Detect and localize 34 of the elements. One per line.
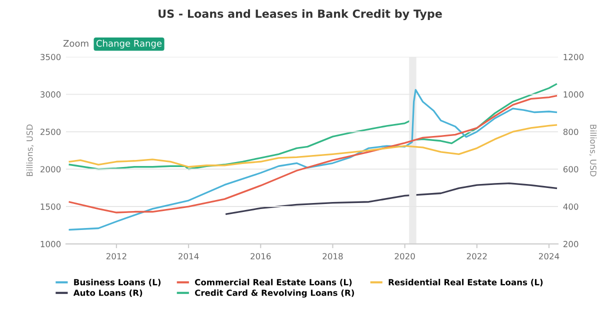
y-tick-label: 2500 — [40, 128, 61, 135]
y-tick-label: 2000 — [40, 166, 61, 172]
x-tick-label: 2020 — [394, 253, 415, 260]
line-series — [226, 182, 558, 215]
line-series — [68, 94, 558, 214]
line-series — [68, 83, 558, 170]
y-tick-label: 1500 — [40, 204, 61, 210]
y-tick-label: 3000 — [40, 91, 61, 98]
y2-axis-title: Billions, USD — [589, 124, 597, 176]
y2-tick-label: 200 — [563, 240, 578, 248]
y-axis-title: Billions, USD — [26, 124, 34, 176]
y2-tick-label: 800 — [563, 128, 578, 135]
x-tick-label: 2016 — [250, 253, 271, 260]
x-tick-label: 2014 — [178, 253, 199, 260]
chart-title: US - Loans and Leases in Bank Credit by Type — [158, 9, 442, 20]
line-series — [68, 124, 558, 168]
x-tick-label: 2012 — [106, 253, 126, 260]
line-series — [68, 88, 558, 231]
y2-tick-label: 400 — [563, 204, 578, 210]
legend-label: Business Loans (L) — [74, 278, 161, 286]
y2-tick-label: 1200 — [564, 54, 584, 60]
text: Change Range — [96, 40, 162, 49]
y-tick-label: 1000 — [40, 240, 61, 248]
legend-label: Commercial Real Estate Loans (L) — [194, 278, 352, 286]
x-tick-label: 2022 — [466, 253, 487, 260]
y2-tick-label: 1000 — [564, 91, 584, 98]
legend-label: Residential Real Estate Loans (L) — [388, 278, 543, 286]
x-tick-label: 2018 — [322, 253, 343, 260]
legend-label: Auto Loans (R) — [73, 289, 142, 297]
y2-tick-label: 600 — [563, 166, 578, 172]
legend-label: Credit Card & Revolving Loans (R) — [194, 289, 354, 298]
x-tick-label: 2024 — [538, 253, 560, 260]
y-tick-label: 3500 — [40, 54, 61, 60]
text: Zoom — [63, 40, 88, 47]
